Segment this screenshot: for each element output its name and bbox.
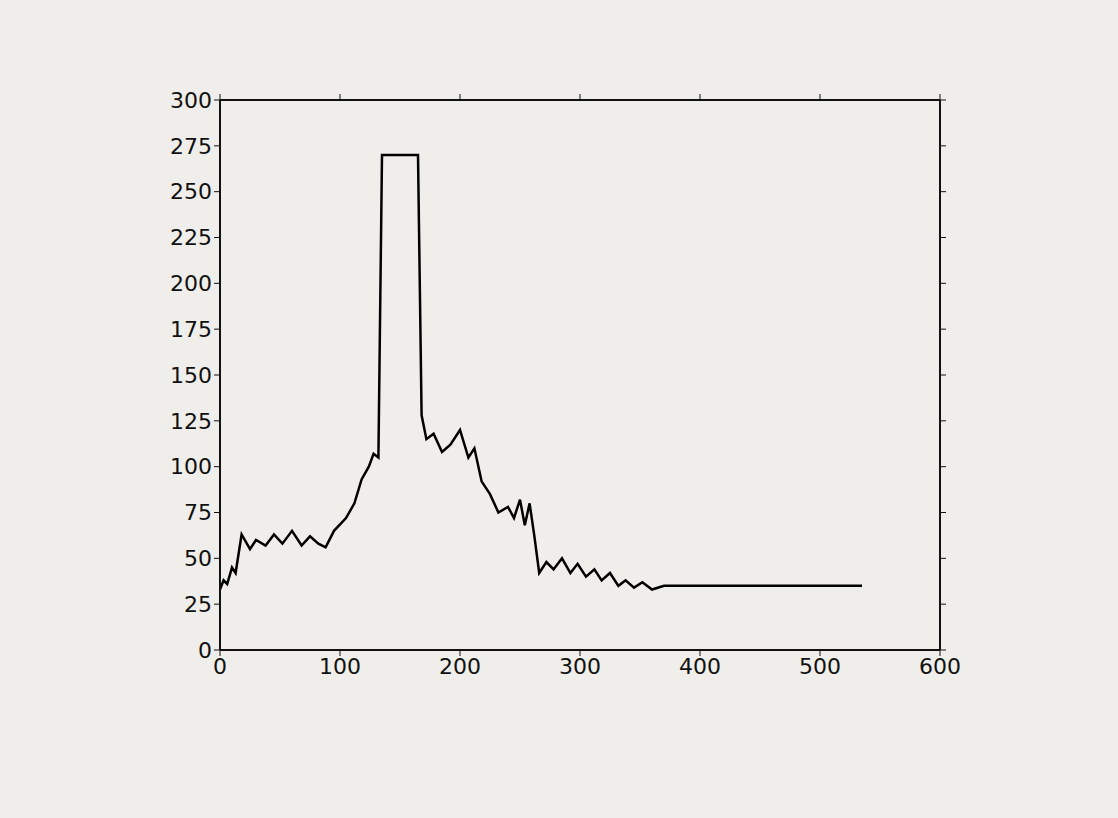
svg-text:275: 275	[170, 134, 212, 159]
svg-text:75: 75	[184, 500, 212, 525]
svg-text:200: 200	[439, 654, 481, 679]
svg-text:100: 100	[319, 654, 361, 679]
svg-text:175: 175	[170, 317, 212, 342]
svg-text:225: 225	[170, 225, 212, 250]
svg-text:400: 400	[679, 654, 721, 679]
svg-text:250: 250	[170, 179, 212, 204]
svg-text:300: 300	[170, 88, 212, 113]
svg-text:0: 0	[198, 638, 212, 663]
svg-text:50: 50	[184, 546, 212, 571]
svg-text:0: 0	[213, 654, 227, 679]
svg-text:500: 500	[799, 654, 841, 679]
svg-text:600: 600	[919, 654, 961, 679]
svg-text:100: 100	[170, 454, 212, 479]
svg-text:125: 125	[170, 409, 212, 434]
svg-text:200: 200	[170, 271, 212, 296]
svg-text:25: 25	[184, 592, 212, 617]
svg-text:150: 150	[170, 363, 212, 388]
svg-text:300: 300	[559, 654, 601, 679]
